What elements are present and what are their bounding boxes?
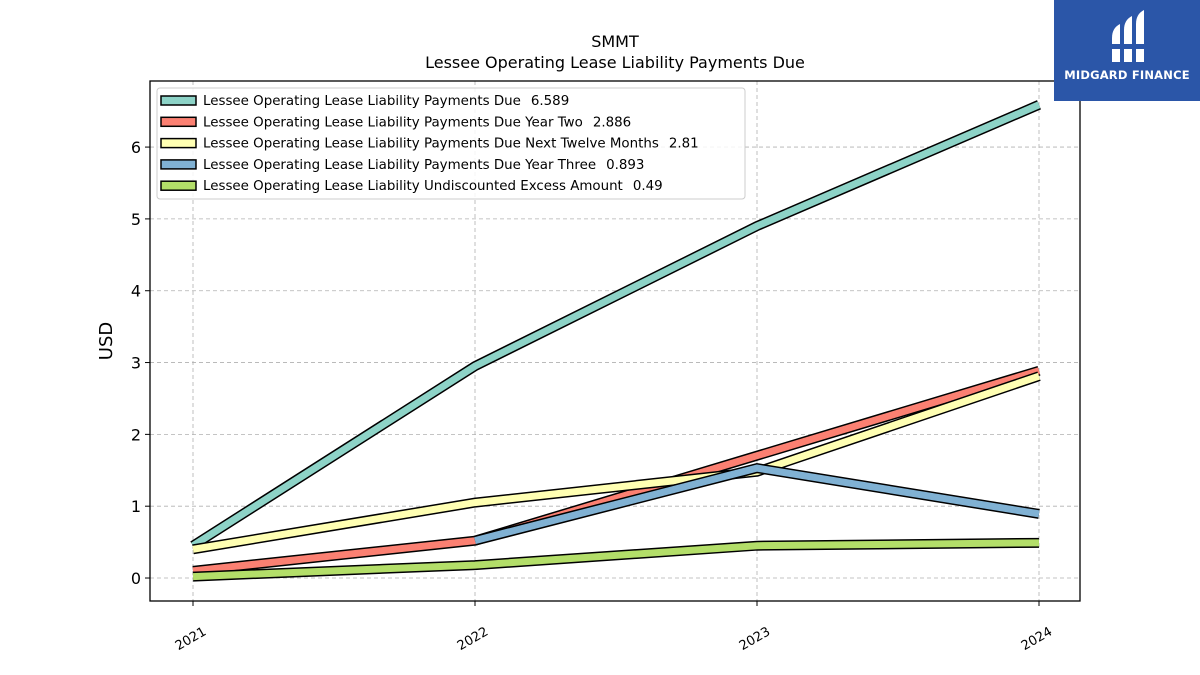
series-line-fill — [474, 464, 1040, 545]
legend-series-value: 2.886 — [593, 115, 631, 130]
y-tick-label: 5 — [131, 210, 141, 229]
x-tick-label: 2023 — [737, 624, 773, 654]
legend-series-value: 0.893 — [606, 158, 644, 173]
legend-series-name: Lessee Operating Lease Liability Undisco… — [203, 179, 623, 194]
legend-series-name: Lessee Operating Lease Liability Payment… — [203, 115, 583, 130]
y-tick-label: 3 — [131, 354, 141, 373]
legend-label: Lessee Operating Lease Liability Payment… — [203, 137, 699, 152]
logo-text: MIDGARD FINANCE — [1064, 68, 1190, 82]
series-line-fill — [192, 539, 1040, 581]
logo-mark-icon — [1110, 10, 1146, 62]
legend-label: Lessee Operating Lease Liability Undisco… — [203, 179, 663, 194]
legend-series-value: 2.81 — [669, 137, 699, 152]
y-tick-label: 2 — [131, 425, 141, 444]
legend-swatch — [160, 116, 197, 128]
y-axis-label: USD — [96, 322, 117, 360]
y-axis-ticks: 0 1 2 3 4 5 6 — [131, 138, 150, 588]
legend-series-name: Lessee Operating Lease Liability Payment… — [203, 94, 521, 109]
series-line-5 — [192, 537, 1040, 582]
legend-swatch — [160, 159, 197, 170]
legend-swatch — [160, 137, 197, 149]
series-line-1 — [190, 100, 1041, 550]
chart-subtitle: Lessee Operating Lease Liability Payment… — [425, 53, 805, 72]
y-tick-label: 1 — [131, 497, 141, 516]
series-lines — [190, 100, 1041, 582]
legend: Lessee Operating Lease Liability Payment… — [156, 87, 746, 200]
legend-label: Lessee Operating Lease Liability Payment… — [203, 115, 631, 130]
legend-series-value: 6.589 — [531, 94, 569, 109]
legend-series-name: Lessee Operating Lease Liability Payment… — [203, 158, 596, 173]
grid-lines — [150, 81, 1080, 601]
y-tick-label: 0 — [131, 569, 141, 588]
legend-label: Lessee Operating Lease Liability Payment… — [203, 158, 644, 173]
x-tick-label: 2021 — [173, 624, 209, 654]
x-tick-label: 2024 — [1019, 624, 1055, 654]
x-tick-label: 2022 — [455, 624, 491, 654]
legend-box — [156, 87, 746, 200]
series-line-fill — [192, 372, 1041, 553]
series-line-4 — [473, 463, 1040, 546]
chart-title: SMMT — [591, 32, 639, 51]
legend-label: Lessee Operating Lease Liability Payment… — [203, 94, 569, 109]
x-axis-ticks: 2021 2022 2023 2024 — [173, 601, 1055, 654]
brand-logo: MIDGARD FINANCE — [1054, 0, 1200, 101]
y-tick-label: 4 — [131, 282, 141, 301]
y-tick-label: 6 — [131, 138, 141, 157]
legend-series-name: Lessee Operating Lease Liability Payment… — [203, 137, 659, 152]
legend-swatch — [160, 95, 197, 106]
legend-series-value: 0.49 — [633, 179, 663, 194]
plot-frame — [149, 80, 1081, 602]
series-line-fill — [191, 101, 1041, 549]
series-line-3 — [192, 371, 1041, 555]
legend-swatch — [160, 180, 197, 191]
